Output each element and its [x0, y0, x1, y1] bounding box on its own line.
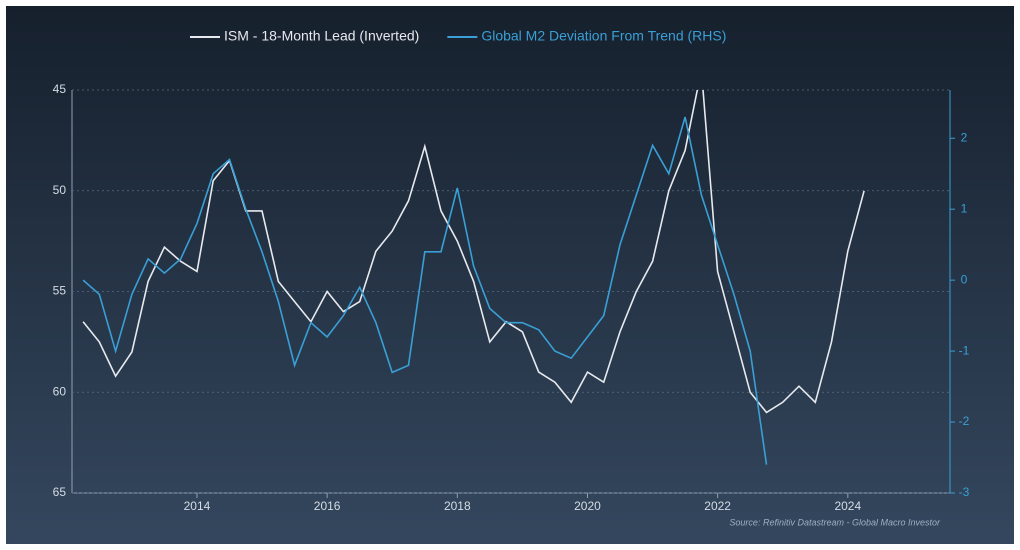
x-tick-label: 2014	[184, 499, 211, 513]
x-tick-label: 2022	[704, 499, 731, 513]
legend-label: Global M2 Deviation From Trend (RHS)	[481, 28, 726, 44]
y2-tick-label: -2	[959, 414, 970, 428]
x-tick-label: 2016	[314, 499, 341, 513]
y-tick-label: 50	[53, 183, 67, 197]
series-line	[82, 116, 768, 465]
y2-tick-label: -1	[959, 343, 970, 357]
y-tick-label: 65	[53, 485, 67, 499]
y2-tick-label: -3	[959, 485, 970, 499]
background	[6, 6, 1014, 544]
source-note: Source: Refinitiv Datastream - Global Ma…	[729, 517, 941, 527]
legend-label: ISM - 18-Month Lead (Inverted)	[224, 28, 419, 44]
y2-tick-label: 0	[961, 272, 968, 286]
x-tick-label: 2024	[834, 499, 861, 513]
y-tick-label: 60	[53, 384, 67, 398]
y-tick-label: 45	[53, 82, 67, 96]
x-tick-label: 2020	[574, 499, 601, 513]
y2-tick-label: 1	[961, 201, 968, 215]
x-tick-label: 2018	[444, 499, 471, 513]
series-line	[82, 90, 865, 414]
y-tick-label: 55	[53, 284, 67, 298]
y2-tick-label: 2	[961, 130, 968, 144]
